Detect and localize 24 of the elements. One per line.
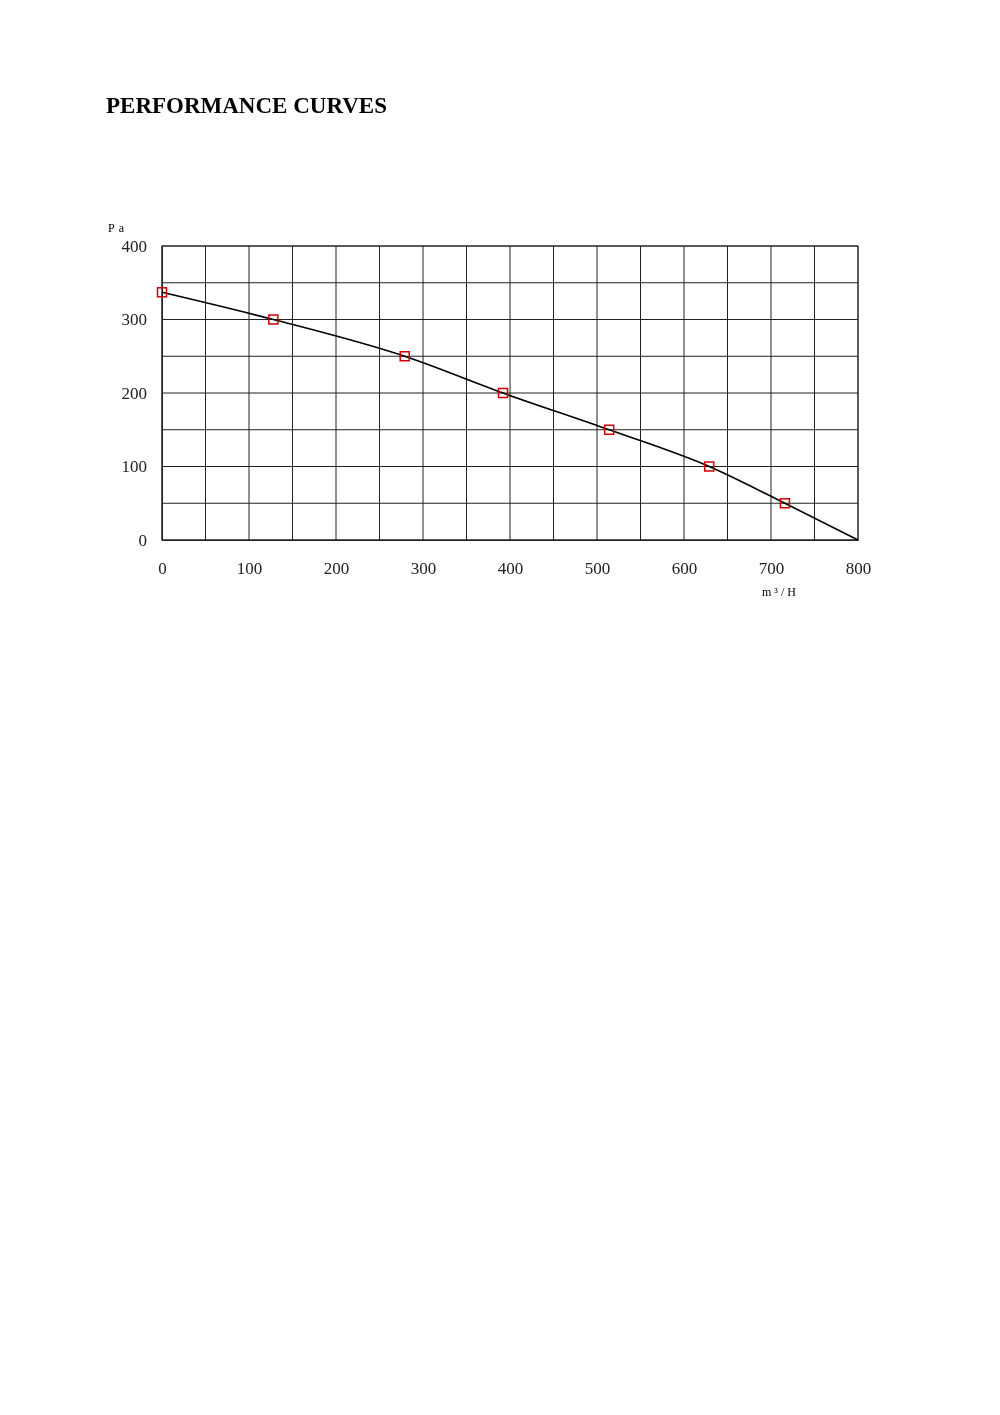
y-tick-label: 200 [121, 383, 147, 403]
point [156, 287, 168, 298]
point [779, 498, 791, 509]
y-axis-title: Pa [108, 221, 128, 235]
y-tick-label: 0 [138, 530, 147, 550]
y-tick-label: 400 [121, 236, 147, 256]
x-tick-label: 100 [236, 559, 263, 579]
chart-title: PERFORMANCE CURVES [106, 93, 387, 118]
point [603, 424, 615, 435]
x-axis-title: m³/H [762, 585, 799, 599]
point [497, 387, 509, 399]
y-tick-label: 300 [121, 310, 147, 330]
x-tick-label: 400 [497, 559, 524, 579]
x-tick-label: 500 [584, 559, 611, 579]
x-tick-label: 200 [323, 559, 350, 579]
x-tick-label: 800 [845, 559, 872, 579]
point [703, 461, 715, 472]
point [399, 351, 410, 362]
x-tick-label: 600 [671, 559, 698, 579]
point [268, 314, 279, 325]
x-tick-label: 0 [158, 559, 167, 579]
x-tick-label: 300 [410, 559, 437, 579]
x-tick-label: 700 [758, 559, 785, 579]
y-tick-label: 100 [121, 457, 147, 477]
